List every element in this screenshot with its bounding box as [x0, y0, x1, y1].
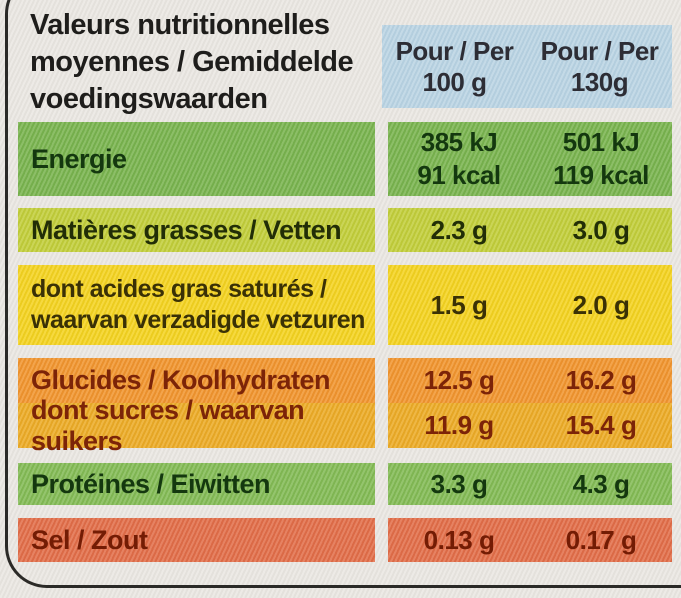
- row-saturated-fat-value-130g-text: 2.0 g: [572, 289, 630, 320]
- row-sugars-value-130g: 15.4 g: [530, 403, 672, 448]
- row-sugars: dont sucres / waarvan suikers 11.9 g 15.…: [0, 395, 681, 456]
- row-energy-label-band: Energie: [18, 122, 375, 196]
- row-saturated-fat-value-130g: 2.0 g: [530, 265, 672, 345]
- row-energy-value-100g: 385 kJ 91 kcal: [388, 122, 530, 196]
- row-salt-value-130g-text: 0.17 g: [565, 524, 637, 555]
- row-carbohydrates-value-130g: 16.2 g: [530, 358, 672, 403]
- row-saturated-fat-label-line2: waarvan verzadigde vetzuren: [31, 306, 365, 334]
- row-protein-label: Protéines / Eiwitten: [31, 468, 271, 499]
- row-salt-values: 0.13 g 0.17 g: [388, 518, 672, 562]
- column-header-per-100g-line2: 100 g: [422, 66, 488, 97]
- row-salt-value-100g: 0.13 g: [388, 518, 530, 562]
- row-saturated-fat-values: 1.5 g 2.0 g: [388, 265, 672, 345]
- row-salt-label-band: Sel / Zout: [18, 518, 375, 562]
- row-energy-value-130g-kj: 501 kJ: [562, 127, 640, 157]
- row-carbohydrates-value-100g-text: 12.5 g: [423, 365, 495, 395]
- row-energy-value-130g: 501 kJ 119 kcal: [530, 122, 672, 196]
- label-border: [5, 0, 681, 588]
- column-header-per-100g-line1: Pour / Per: [395, 35, 514, 66]
- row-protein-value-100g: 3.3 g: [388, 463, 530, 505]
- column-header-per-130g-line1: Pour / Per: [540, 35, 659, 66]
- row-energy: Energie 385 kJ 91 kcal 501 kJ 119 kcal: [0, 122, 681, 196]
- row-sugars-value-100g-text: 11.9 g: [424, 410, 494, 440]
- row-protein-values: 3.3 g 4.3 g: [388, 463, 672, 505]
- row-carbohydrates-value-100g: 12.5 g: [388, 358, 530, 403]
- row-carbohydrates: Glucides / Koolhydraten 12.5 g 16.2 g: [0, 358, 681, 403]
- column-headers: Pour / Per 100 g Pour / Per 130g: [382, 25, 672, 108]
- row-energy-label: Energie: [31, 143, 127, 174]
- row-fat-value-130g-text: 3.0 g: [572, 214, 630, 245]
- title-line-3: voedingswaarden: [30, 83, 268, 115]
- row-saturated-fat: dont acides gras saturés / waarvan verza…: [0, 265, 681, 345]
- row-fat-label: Matières grasses / Vetten: [31, 214, 342, 245]
- row-energy-value-100g-kj: 385 kJ: [420, 127, 498, 157]
- row-fat-values: 2.3 g 3.0 g: [388, 208, 672, 252]
- row-sugars-values: 11.9 g 15.4 g: [388, 403, 672, 448]
- row-saturated-fat-value-100g: 1.5 g: [388, 265, 530, 345]
- row-energy-values: 385 kJ 91 kcal 501 kJ 119 kcal: [388, 122, 672, 196]
- row-salt-value-100g-text: 0.13 g: [423, 524, 495, 555]
- title-line-2: moyennes / Gemiddelde: [30, 46, 354, 78]
- row-salt-value-130g: 0.17 g: [530, 518, 672, 562]
- row-sugars-value-100g: 11.9 g: [388, 403, 530, 448]
- row-carbohydrates-label: Glucides / Koolhydraten: [31, 365, 331, 395]
- row-protein: Protéines / Eiwitten 3.3 g 4.3 g: [0, 463, 681, 505]
- row-carbohydrates-value-130g-text: 16.2 g: [565, 365, 637, 395]
- row-energy-value-130g-kcal: 119 kcal: [553, 160, 649, 190]
- row-salt: Sel / Zout 0.13 g 0.17 g: [0, 518, 681, 562]
- row-fat-value-130g: 3.0 g: [530, 208, 672, 252]
- row-fat-value-100g-text: 2.3 g: [430, 214, 488, 245]
- row-energy-value-100g-kcal: 91 kcal: [417, 160, 501, 190]
- column-header-per-130g: Pour / Per 130g: [527, 25, 672, 108]
- row-sugars-label: dont sucres / waarvan suikers: [31, 394, 305, 456]
- row-saturated-fat-value-100g-text: 1.5 g: [430, 289, 488, 320]
- row-carbohydrates-label-band: Glucides / Koolhydraten: [18, 358, 375, 403]
- row-fat-label-band: Matières grasses / Vetten: [18, 208, 375, 252]
- column-header-per-130g-line2: 130g: [570, 66, 629, 97]
- row-sugars-value-130g-text: 15.4 g: [565, 410, 637, 440]
- title-line-1: Valeurs nutritionnelles: [30, 9, 330, 41]
- row-protein-label-band: Protéines / Eiwitten: [18, 463, 375, 505]
- row-saturated-fat-label-line1: dont acides gras saturés /: [31, 275, 327, 303]
- row-sugars-label-band: dont sucres / waarvan suikers: [18, 395, 375, 456]
- row-protein-value-130g: 4.3 g: [530, 463, 672, 505]
- row-fat-value-100g: 2.3 g: [388, 208, 530, 252]
- row-salt-label: Sel / Zout: [31, 524, 148, 555]
- column-header-per-100g: Pour / Per 100 g: [382, 25, 527, 108]
- row-carbohydrates-values: 12.5 g 16.2 g: [388, 358, 672, 403]
- row-fat: Matières grasses / Vetten 2.3 g 3.0 g: [0, 208, 681, 252]
- table-title: Valeurs nutritionnelles moyennes / Gemid…: [30, 7, 380, 118]
- row-saturated-fat-label-band: dont acides gras saturés / waarvan verza…: [18, 265, 375, 345]
- row-protein-value-100g-text: 3.3 g: [430, 468, 488, 499]
- row-protein-value-130g-text: 4.3 g: [572, 468, 630, 499]
